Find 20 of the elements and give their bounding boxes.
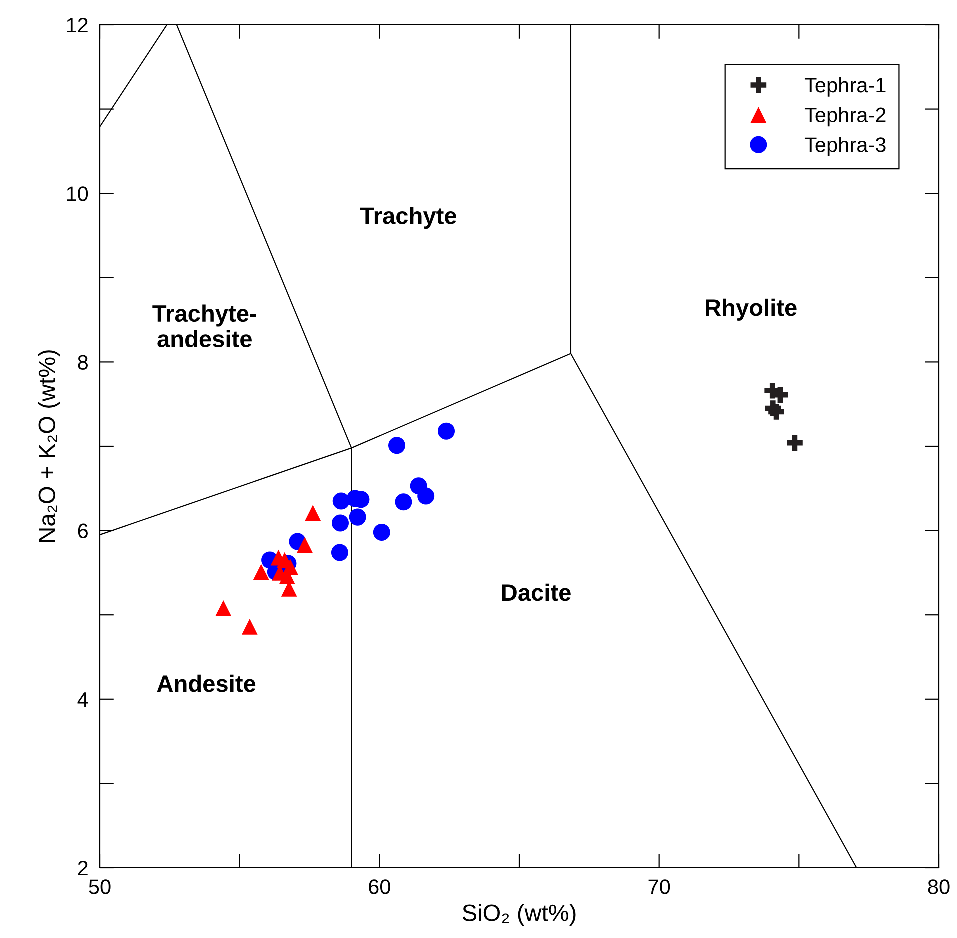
x-tick-label: 50 (89, 880, 111, 894)
x-tick-label: 70 (648, 880, 670, 894)
annotation: Trachyte (360, 207, 457, 230)
legend-label: Tephra-3 (804, 137, 886, 157)
y-tick-label: 4 (78, 692, 88, 707)
x-axis-title: SiO₂ (wt%) (462, 904, 576, 926)
legend-label: Tephra-2 (804, 107, 886, 127)
y-tick-label: 8 (78, 355, 88, 370)
annotation: Andesite (157, 674, 256, 692)
annotation: Trachyte- andesite (152, 304, 256, 348)
annotation: Dacite (502, 584, 571, 602)
y-tick-label: 12 (67, 18, 88, 33)
x-tick-label: 80 (928, 880, 950, 894)
y-tick-label: 6 (78, 524, 88, 539)
annotation: Rhyolite (706, 298, 797, 321)
y-axis-title: Na₂O + K₂O (wt%) (38, 350, 60, 542)
x-tick-label: 60 (369, 880, 390, 894)
y-tick-label: 2 (78, 861, 88, 876)
legend-label: Tephra-1 (804, 77, 886, 97)
y-tick-label: 10 (67, 186, 88, 202)
